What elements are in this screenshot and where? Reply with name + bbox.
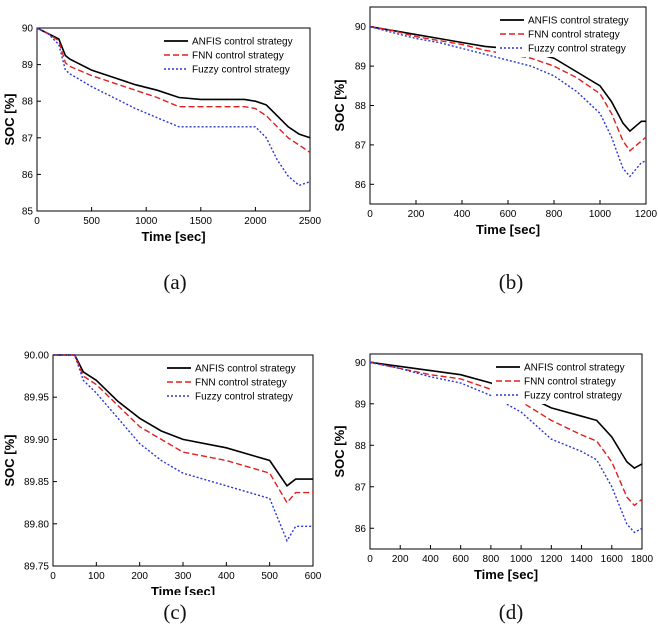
x-tick-label-d: 1200 <box>540 554 563 565</box>
series-line-c-2 <box>53 354 313 543</box>
series-line-c-0 <box>53 354 313 487</box>
y-tick-label-d: 90 <box>355 358 367 369</box>
x-tick-label-b: 1000 <box>589 209 612 220</box>
y-tick-label-c: 89.80 <box>24 519 49 530</box>
x-tick-label-c: 600 <box>305 571 322 582</box>
x-tick-label-b: 200 <box>408 209 425 220</box>
y-tick-label-a: 89 <box>22 60 34 71</box>
x-axis-label-b: Time [sec] <box>476 222 540 237</box>
y-tick-label-b: 90 <box>355 22 367 33</box>
caption-d: (d) <box>498 600 524 624</box>
y-axis-label-d: SOC [%] <box>332 426 347 478</box>
x-tick-label-b: 1200 <box>635 209 658 220</box>
legend-label-b-1: FNN control strategy <box>528 30 620 41</box>
legend-label-d-2: Fuzzy control strategy <box>524 391 622 402</box>
chart-c: 0 100 200 300 400 500 600 89.75 89.80 89.85 89.90 8… <box>2 351 322 600</box>
plot-frame-d <box>369 353 643 550</box>
series-line-c-1 <box>53 354 313 504</box>
x-tick-label-b: 0 <box>367 209 373 220</box>
legend-label-a-2: Fuzzy control strategy <box>192 65 290 76</box>
y-tick-label-d: 86 <box>355 524 367 535</box>
x-tick-label-c: 400 <box>218 571 235 582</box>
legend-label-d-1: FNN control strategy <box>524 377 616 388</box>
x-tick-label-d: 200 <box>392 554 409 565</box>
legend-label-d-0: ANFIS control strategy <box>524 363 625 374</box>
series-line-d-1 <box>369 361 643 507</box>
legend-label-a-1: FNN control strategy <box>192 51 284 62</box>
chart-panel-d: 0 200 400 600 800 1000 1200 1400 1600 1800 86 87 88 8… <box>330 330 658 595</box>
x-tick-label-d: 600 <box>452 554 469 565</box>
x-tick-label-c: 300 <box>175 571 192 582</box>
y-axis-label-b: SOC [%] <box>332 80 347 132</box>
series-line-d-0 <box>369 361 643 470</box>
x-tick-label-a: 0 <box>34 216 40 227</box>
x-tick-label-a: 1000 <box>135 216 158 227</box>
x-tick-label-d: 800 <box>483 554 500 565</box>
caption-b: (b) <box>498 270 524 294</box>
series-line-a-1 <box>36 27 311 153</box>
caption-c: (c) <box>163 600 187 624</box>
x-tick-label-c: 100 <box>88 571 105 582</box>
series-line-a-2 <box>36 27 311 187</box>
x-tick-label-d: 400 <box>422 554 439 565</box>
y-tick-label-d: 89 <box>355 399 367 410</box>
y-tick-label-b: 89 <box>355 62 367 73</box>
chart-panel-b: 0 200 400 600 800 1000 1200 86 87 88 89 90 Time [sec… <box>330 0 658 265</box>
x-tick-label-a: 2500 <box>299 216 322 227</box>
legend-label-a-0: ANFIS control strategy <box>192 37 293 48</box>
x-axis-label-a: Time [sec] <box>141 229 205 244</box>
x-tick-label-a: 500 <box>83 216 100 227</box>
legend-label-c-0: ANFIS control strategy <box>195 364 296 375</box>
y-tick-label-d: 88 <box>355 441 367 452</box>
chart-b: 0 200 400 600 800 1000 1200 86 87 88 89 90 Time [sec… <box>332 6 658 237</box>
legend-label-c-2: Fuzzy control strategy <box>195 392 293 403</box>
x-tick-label-d: 1000 <box>510 554 533 565</box>
chart-a: 0 500 1000 1500 2000 2500 85 86 87 88 89 90 Time [se… <box>2 24 322 245</box>
y-tick-label-b: 88 <box>355 101 367 112</box>
series-line-b-1 <box>369 26 647 152</box>
y-tick-label-c: 89.75 <box>24 562 49 573</box>
x-tick-label-b: 600 <box>500 209 517 220</box>
chart-panel-c: 0 100 200 300 400 500 600 89.75 89.80 89.85 89.90 8… <box>0 330 330 600</box>
y-tick-label-a: 87 <box>22 133 34 144</box>
x-tick-label-b: 800 <box>546 209 563 220</box>
y-axis-label-c: SOC [%] <box>2 435 17 487</box>
plot-frame-a <box>36 27 311 212</box>
y-tick-label-d: 87 <box>355 482 367 493</box>
caption-a: (a) <box>163 270 187 294</box>
legend-label-b-0: ANFIS control strategy <box>528 16 629 27</box>
y-tick-label-c: 89.90 <box>24 435 49 446</box>
x-axis-label-d: Time [sec] <box>474 567 538 582</box>
x-tick-label-a: 2000 <box>244 216 267 227</box>
x-axis-label-c: Time [sec] <box>151 584 215 595</box>
y-tick-label-a: 86 <box>22 170 34 181</box>
x-tick-label-d: 0 <box>367 554 373 565</box>
y-tick-label-a: 88 <box>22 97 34 108</box>
x-tick-label-c: 200 <box>131 571 148 582</box>
legend-label-c-1: FNN control strategy <box>195 378 287 389</box>
y-tick-label-b: 86 <box>355 180 367 191</box>
y-tick-label-c: 89.95 <box>24 393 49 404</box>
chart-d: 0 200 400 600 800 1000 1200 1400 1600 1800 86 87 88 8… <box>332 353 654 582</box>
legend-label-b-2: Fuzzy control strategy <box>528 44 626 55</box>
chart-panel-a: 0 500 1000 1500 2000 2500 85 86 87 88 89 90 Time [se… <box>0 0 330 265</box>
y-tick-label-b: 87 <box>355 140 367 151</box>
x-tick-label-d: 1800 <box>631 554 654 565</box>
y-tick-label-c: 89.85 <box>24 477 49 488</box>
x-tick-label-d: 1600 <box>601 554 624 565</box>
series-line-a-0 <box>36 27 311 139</box>
x-tick-label-c: 0 <box>50 571 56 582</box>
y-tick-label-a: 85 <box>22 207 34 218</box>
x-tick-label-a: 1500 <box>190 216 213 227</box>
series-line-d-2 <box>369 361 643 534</box>
y-tick-label-c: 90.00 <box>24 351 49 362</box>
x-tick-label-d: 1400 <box>570 554 593 565</box>
x-tick-label-b: 400 <box>454 209 471 220</box>
x-tick-label-c: 500 <box>261 571 278 582</box>
y-tick-label-a: 90 <box>22 24 34 35</box>
y-axis-label-a: SOC [%] <box>2 94 17 146</box>
